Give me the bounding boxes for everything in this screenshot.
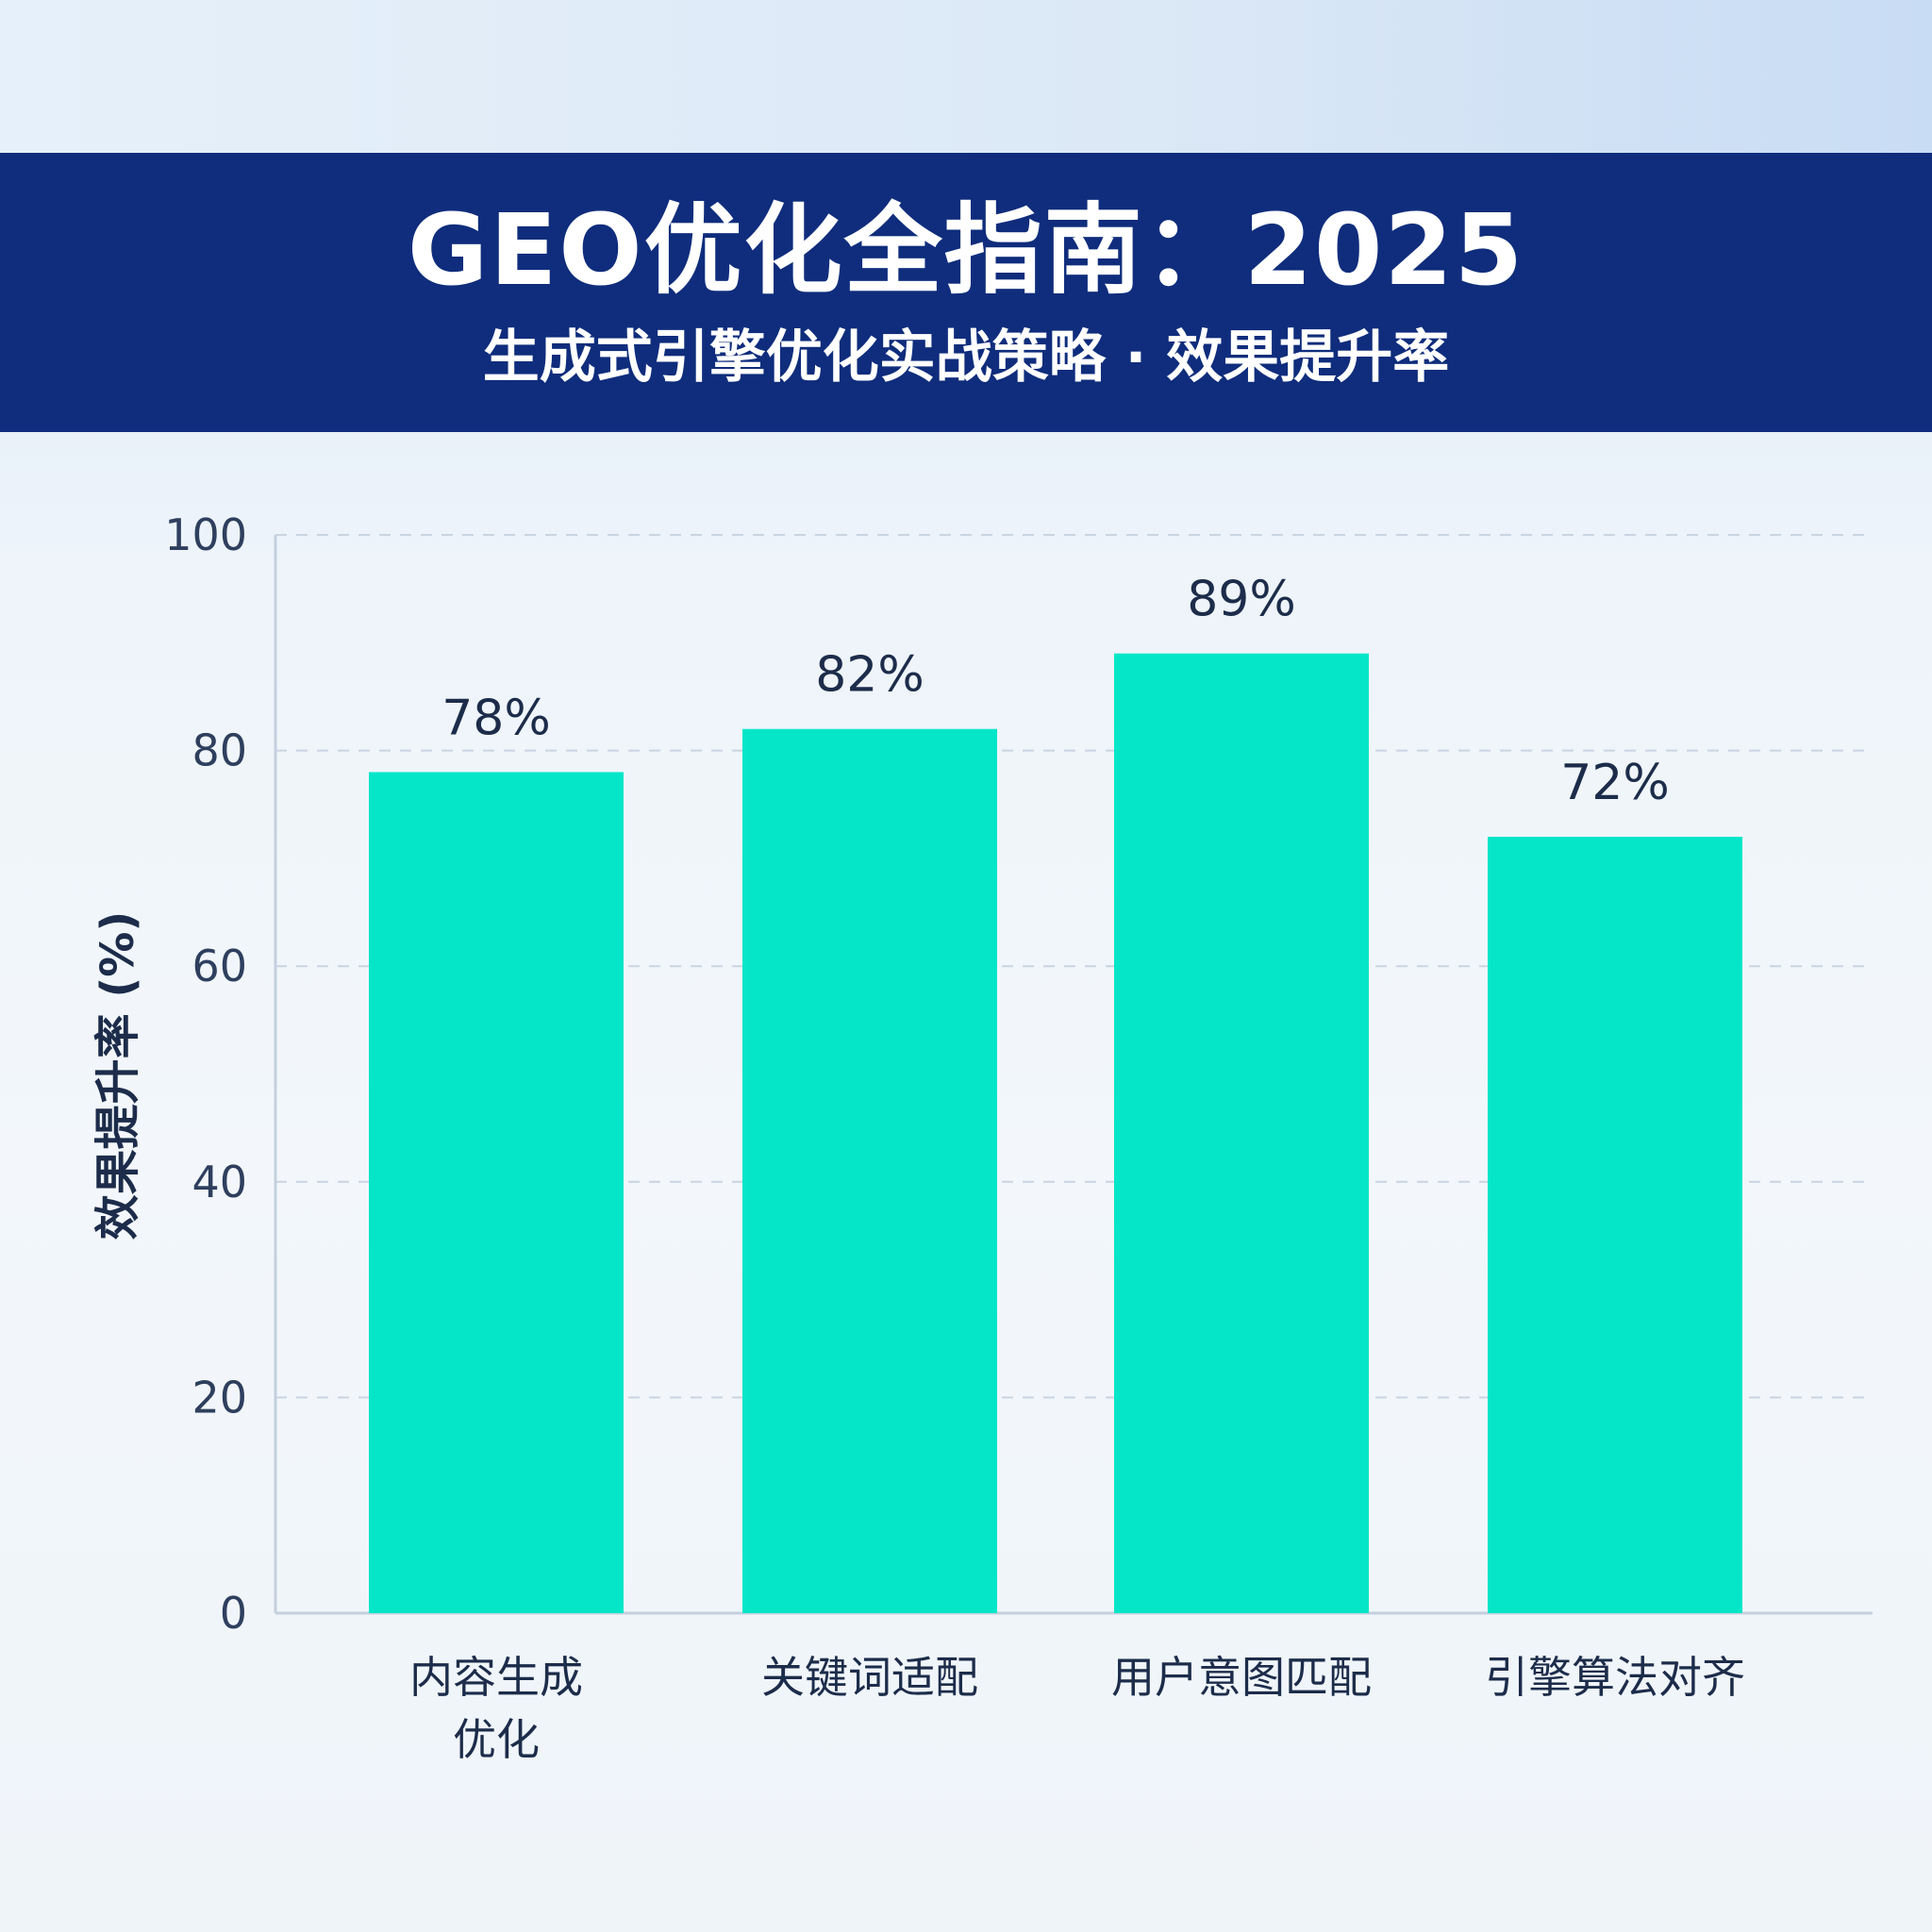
bar-2: [742, 728, 997, 1613]
y-tick-label-80: 80: [192, 725, 247, 776]
y-tick-label-0: 0: [220, 1588, 247, 1639]
category-label-3: 用户意图匹配: [1111, 1652, 1372, 1703]
bar-value-label-2: 82%: [815, 647, 924, 704]
category-label-2: 关键词适配: [761, 1652, 978, 1703]
bar-value-label-1: 78%: [441, 690, 551, 746]
category-label-4: 引擎算法对齐: [1485, 1652, 1745, 1703]
bar-value-label-3: 89%: [1187, 572, 1296, 628]
bar-4: [1488, 837, 1742, 1613]
title-banner: [0, 153, 1932, 432]
page-title: GEO优化全指南：2025: [407, 192, 1525, 308]
bar-3: [1114, 653, 1369, 1613]
top-background: [0, 0, 1932, 153]
bar-value-label-4: 72%: [1560, 755, 1670, 811]
y-tick-label-60: 60: [192, 941, 247, 991]
page-subtitle: 生成式引擎优化实战策略 · 效果提升率: [482, 325, 1450, 391]
category-label-1: 内容生成 优化: [409, 1652, 583, 1765]
bar-1: [369, 772, 624, 1613]
y-tick-label-100: 100: [164, 509, 247, 560]
y-tick-label-40: 40: [192, 1157, 247, 1208]
y-tick-label-20: 20: [192, 1372, 247, 1423]
